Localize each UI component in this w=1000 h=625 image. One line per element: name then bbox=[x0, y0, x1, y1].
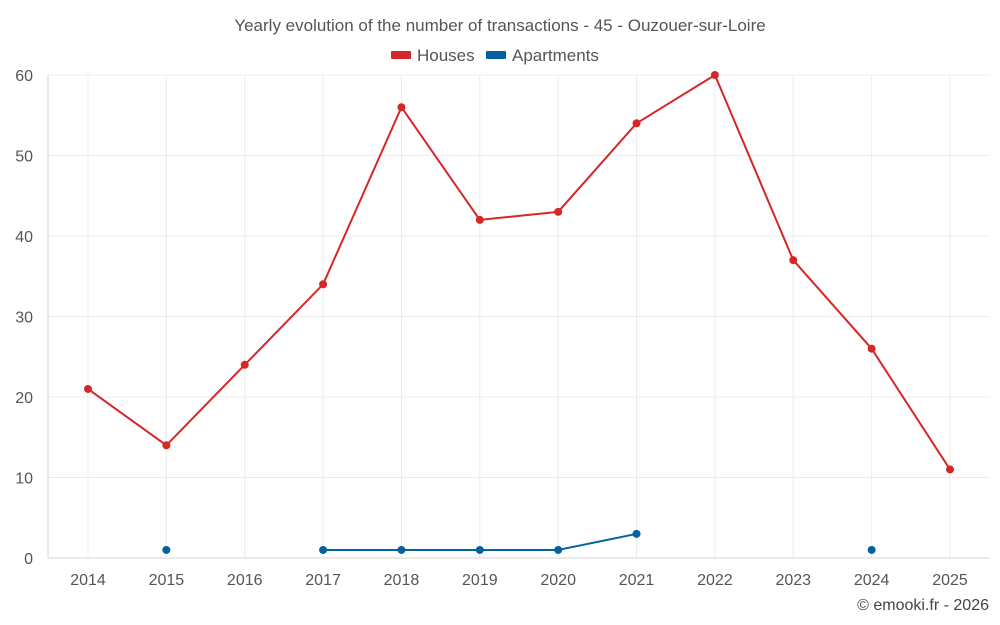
data-point-houses[interactable] bbox=[319, 280, 328, 289]
y-tick-label: 0 bbox=[24, 551, 33, 568]
series-apartments bbox=[162, 529, 876, 554]
data-point-houses[interactable] bbox=[397, 103, 406, 112]
y-tick-label: 10 bbox=[15, 471, 33, 488]
data-point-apartments[interactable] bbox=[397, 545, 406, 554]
data-point-houses[interactable] bbox=[867, 344, 876, 353]
x-tick-label: 2021 bbox=[619, 572, 655, 589]
data-point-houses[interactable] bbox=[632, 119, 641, 128]
data-point-houses[interactable] bbox=[240, 360, 249, 369]
data-point-houses[interactable] bbox=[710, 71, 719, 79]
legend-swatch-houses bbox=[391, 51, 411, 59]
y-tick-label: 30 bbox=[15, 310, 33, 327]
series-line-houses bbox=[87, 74, 951, 470]
x-tick-label: 2016 bbox=[227, 572, 263, 589]
legend-item-apartments[interactable]: Apartments bbox=[486, 46, 599, 65]
legend: Houses Apartments bbox=[391, 46, 599, 65]
data-point-apartments[interactable] bbox=[867, 545, 876, 554]
x-tick-label: 2014 bbox=[70, 572, 106, 589]
data-point-houses[interactable] bbox=[162, 441, 171, 450]
x-tick-label: 2019 bbox=[462, 572, 498, 589]
y-tick-label: 40 bbox=[15, 229, 33, 246]
credit-text: © emooki.fr - 2026 bbox=[857, 597, 989, 614]
x-tick-label: 2023 bbox=[775, 572, 811, 589]
data-point-apartments[interactable] bbox=[319, 545, 328, 554]
gridlines bbox=[48, 74, 990, 558]
data-point-apartments[interactable] bbox=[554, 545, 563, 554]
series-houses bbox=[84, 71, 954, 474]
y-tick-label: 20 bbox=[15, 390, 33, 407]
series bbox=[84, 71, 954, 554]
x-tick-label: 2018 bbox=[384, 572, 420, 589]
legend-label-houses: Houses bbox=[417, 46, 475, 65]
data-point-houses[interactable] bbox=[475, 215, 484, 224]
chart-title: Yearly evolution of the number of transa… bbox=[234, 16, 765, 35]
x-tick-label: 2015 bbox=[149, 572, 185, 589]
data-point-houses[interactable] bbox=[789, 256, 798, 265]
data-point-houses[interactable] bbox=[946, 465, 954, 474]
x-tick-label: 2017 bbox=[305, 572, 341, 589]
legend-item-houses[interactable]: Houses bbox=[391, 46, 475, 65]
axes: 0 10 20 30 40 50 60 2014 2015 2016 2017 2018 2019 202… bbox=[15, 68, 990, 589]
y-tick-label: 50 bbox=[15, 149, 33, 166]
data-point-apartments[interactable] bbox=[162, 545, 171, 554]
x-tick-label: 2024 bbox=[854, 572, 890, 589]
data-point-apartments[interactable] bbox=[475, 545, 484, 554]
y-tick-label: 60 bbox=[15, 68, 33, 85]
x-tick-label: 2025 bbox=[932, 572, 968, 589]
x-tick-label: 2022 bbox=[697, 572, 733, 589]
data-point-houses[interactable] bbox=[84, 384, 92, 393]
legend-swatch-apartments bbox=[486, 51, 506, 59]
data-point-apartments[interactable] bbox=[632, 529, 641, 538]
data-point-houses[interactable] bbox=[554, 207, 563, 216]
x-tick-label: 2020 bbox=[540, 572, 576, 589]
legend-label-apartments: Apartments bbox=[512, 46, 599, 65]
